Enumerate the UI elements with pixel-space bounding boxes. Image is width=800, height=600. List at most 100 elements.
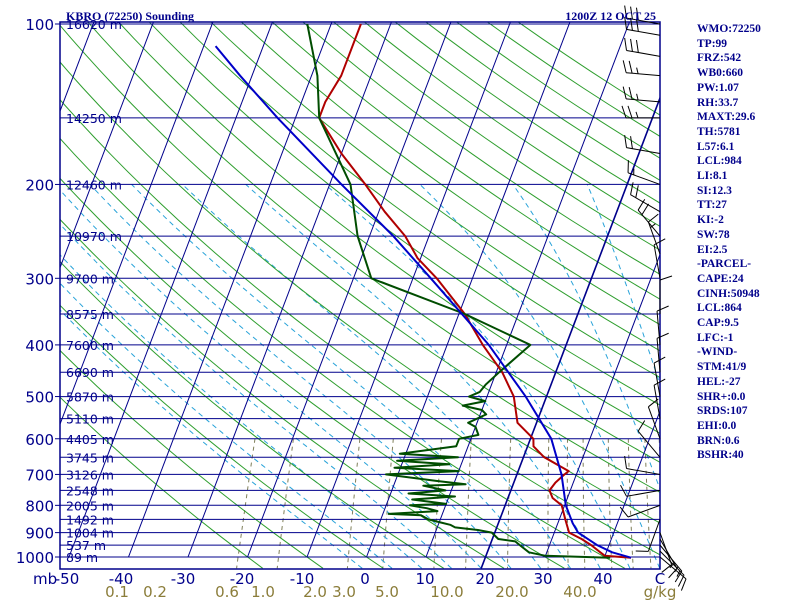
station-title: KBRO (72250) Sounding <box>66 9 194 23</box>
wind-barb-flag <box>653 356 666 364</box>
wind-barb <box>637 199 661 237</box>
dry-adiabat-line <box>271 22 660 300</box>
stability-index-item: SI:12.3 <box>697 184 732 197</box>
wind-barb-half-flag <box>636 93 639 101</box>
temperature-tick-label: -40 <box>109 570 134 588</box>
wind-barb-flag <box>668 568 678 579</box>
wind-barb-shaft <box>647 221 661 255</box>
height-label: 3745 m <box>66 450 114 465</box>
mixing-ratio-line <box>607 438 613 569</box>
isotherm-line <box>544 253 660 558</box>
wind-barb <box>653 356 666 397</box>
wind-barb-flag <box>656 305 669 312</box>
wind-barb <box>637 420 661 458</box>
wind-barb-shaft <box>647 519 661 552</box>
mixing-ratio-line <box>346 438 361 569</box>
stability-index-item: WMO:72250 <box>697 23 761 35</box>
wind-barb <box>635 519 661 552</box>
height-labels: 16620 m 14250 m 12460 m 10970 m 9700 m 8575 m… <box>66 17 122 565</box>
moist-adiabat-line <box>324 184 631 569</box>
stability-index-item: L57:6.1 <box>697 140 735 153</box>
wind-barb-flag <box>659 275 673 281</box>
wind-barb-half-flag <box>636 67 639 74</box>
isotherm-line <box>0 0 19 557</box>
stability-index-item: BSHR:40 <box>697 449 744 462</box>
wind-barb-shaft <box>626 489 661 497</box>
height-label: 12460 m <box>66 177 122 192</box>
wind-barb-half-flag <box>669 562 675 569</box>
dry-adiabat-line <box>60 304 384 569</box>
wind-barb-flag <box>630 38 633 52</box>
mixing-ratio-tick-label: 0.6 <box>215 583 239 600</box>
stability-index-item: STM:41/9 <box>697 361 747 374</box>
wind-barb <box>656 305 669 345</box>
stability-index-item: -PARCEL- <box>697 258 752 271</box>
moist-adiabat-line <box>131 184 542 569</box>
height-label: 1492 m <box>66 512 114 527</box>
moist-adiabat-line <box>512 184 660 491</box>
stability-index-item: CAP:9.5 <box>697 317 739 330</box>
isotherm-line <box>425 22 630 558</box>
temperature-tick-label: 20 <box>475 570 494 588</box>
stability-index-item: TT:27 <box>697 199 727 212</box>
dry-adiabat-line <box>179 22 660 379</box>
wind-barb-shaft <box>626 49 661 57</box>
dry-adiabat-line <box>60 260 444 569</box>
height-label: 8575 m <box>66 307 114 322</box>
mixing-ratio-line <box>627 438 634 569</box>
temperature-tick-label: -30 <box>171 570 196 588</box>
moist-adiabat-line <box>60 254 423 569</box>
isotherm-line <box>128 22 333 558</box>
height-label: 537 m <box>66 538 106 553</box>
wind-barb-flag <box>630 182 634 195</box>
moist-adiabat-line <box>182 184 571 569</box>
moist-adiabat-line <box>89 184 512 569</box>
wind-barb-flag <box>624 455 628 469</box>
stability-indices-panel: WMO:72250 TP:99 FRZ:542 WB0:660 PW:1.07 RH:33… <box>697 22 800 463</box>
wind-barb <box>653 378 666 419</box>
mixing-ratio-line <box>582 438 586 569</box>
isotherm-line <box>60 22 214 426</box>
stability-index-item: TH:5781 <box>697 125 741 138</box>
mixing-ratio-line <box>382 438 394 569</box>
wind-barb-flag <box>624 16 628 30</box>
wind-barb-flag <box>630 6 633 20</box>
wind-barb-shaft <box>653 362 661 397</box>
stability-index-item: CINH:50948 <box>697 287 760 300</box>
zero-isotherm-line <box>480 95 660 569</box>
wind-barb-shaft <box>656 338 661 373</box>
dry-adiabat-line <box>60 349 324 569</box>
wind-barb <box>659 532 673 573</box>
mixing-ratio-line <box>465 438 472 569</box>
stability-index-item: BRN:0.6 <box>697 434 740 447</box>
wind-barb-flag <box>661 564 672 573</box>
wind-barb-flag <box>635 39 639 53</box>
stability-index-item: CAPE:24 <box>697 272 744 285</box>
stability-index-item: PW:1.07 <box>697 81 739 94</box>
temperature-trace <box>318 23 632 559</box>
wind-barb-half-flag <box>676 570 681 577</box>
wind-barb-flag <box>635 7 639 21</box>
isotherm-line <box>187 22 392 558</box>
wind-barb <box>656 332 669 373</box>
wind-barb <box>622 86 661 103</box>
wind-barb-flag <box>674 570 683 583</box>
temperature-tick-label: -50 <box>55 570 80 588</box>
wind-barb <box>624 135 661 155</box>
dry-adiabat-line <box>60 24 660 493</box>
temperature-tick-label: 40 <box>593 570 612 588</box>
wind-barb-flag <box>628 87 633 100</box>
wind-barb <box>627 160 661 185</box>
wind-barb-flag <box>635 18 639 32</box>
stability-index-item: WB0:660 <box>697 67 743 80</box>
isobars <box>60 23 660 558</box>
mixing-ratio-line <box>547 438 550 569</box>
height-label: 3126 m <box>66 467 114 482</box>
wind-barb-shaft <box>659 556 687 580</box>
wind-barb <box>622 60 661 77</box>
moist-adiabat-line <box>419 184 660 569</box>
wind-barb-shaft <box>627 504 661 518</box>
stability-index-item: SRDS:107 <box>697 405 748 418</box>
